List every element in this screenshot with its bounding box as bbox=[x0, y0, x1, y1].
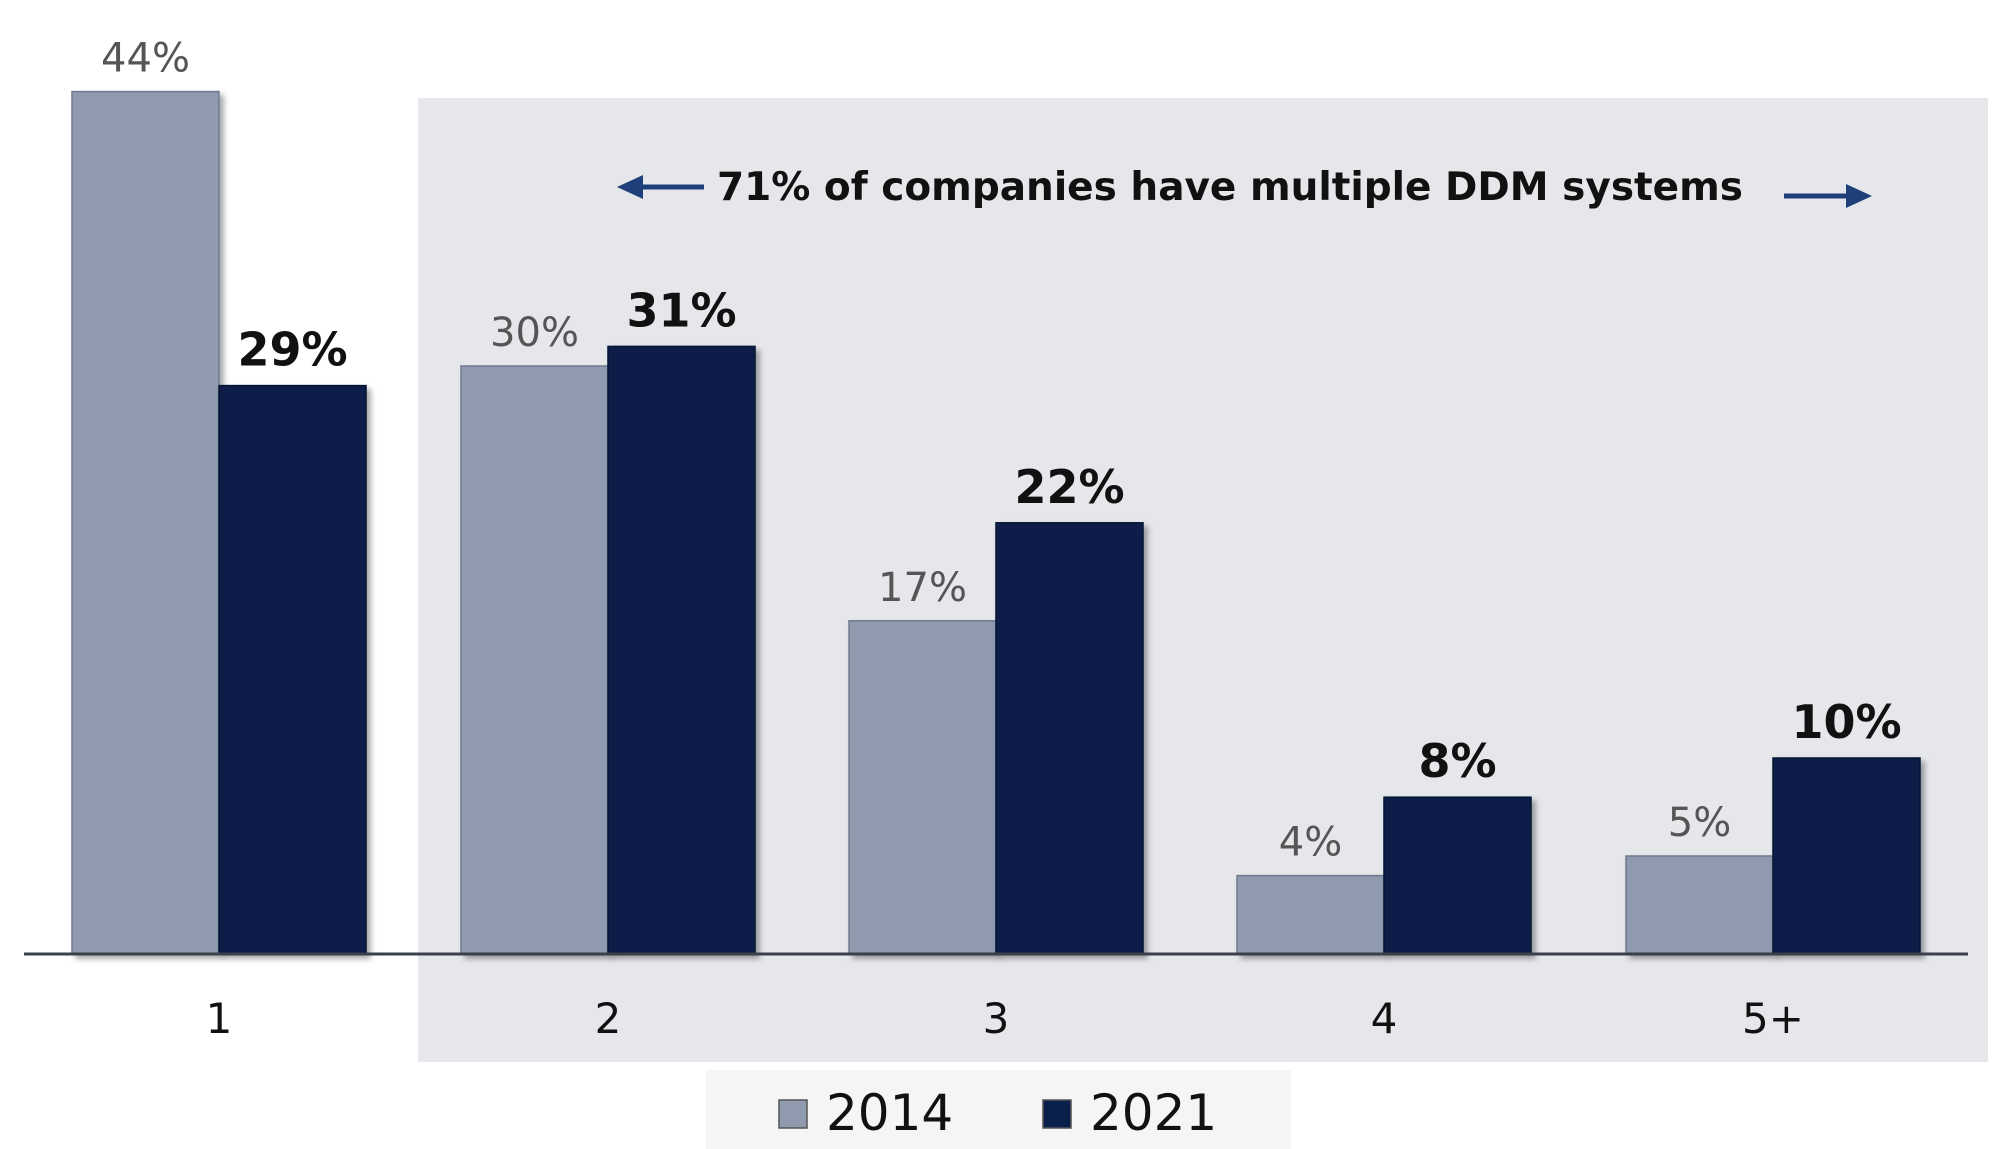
bar-2021-2 bbox=[607, 345, 756, 955]
annotation-text: 71% of companies have multiple DDM syste… bbox=[717, 165, 1743, 210]
legend: 2014 2021 bbox=[706, 1070, 1291, 1149]
x-tick-label-4: 4 bbox=[1371, 994, 1398, 1043]
right-arrow-icon bbox=[1784, 184, 1872, 208]
legend-swatch-2014 bbox=[778, 1099, 808, 1129]
value-label-2021-3: 22% bbox=[1014, 460, 1124, 514]
value-label-2021-2: 31% bbox=[626, 283, 736, 337]
legend-swatch-2021 bbox=[1042, 1099, 1072, 1129]
bar-2021-5+ bbox=[1772, 757, 1921, 955]
value-label-2014-5+: 5% bbox=[1668, 800, 1731, 846]
bar-2021-3 bbox=[995, 522, 1144, 955]
value-label-2021-5+: 10% bbox=[1791, 695, 1901, 749]
legend-label-2021: 2021 bbox=[1090, 1084, 1217, 1142]
value-label-2014-3: 17% bbox=[878, 565, 967, 611]
legend-label-2014: 2014 bbox=[826, 1084, 953, 1142]
value-label-2021-1: 29% bbox=[237, 323, 347, 377]
bar-2021-1 bbox=[218, 384, 367, 955]
x-tick-label-5+: 5+ bbox=[1742, 994, 1804, 1043]
value-labels-group: 44% 29% 30% 31% 17% 22% 4% 8% 5% 10% bbox=[101, 36, 1902, 866]
x-tick-label-1: 1 bbox=[206, 994, 233, 1043]
bar-2014-5+ bbox=[1625, 855, 1774, 955]
value-label-2021-4: 8% bbox=[1418, 734, 1496, 788]
bar-2014-1 bbox=[71, 90, 220, 955]
value-label-2014-1: 44% bbox=[101, 36, 190, 82]
left-arrow-icon bbox=[617, 175, 704, 199]
bars-group bbox=[71, 90, 1921, 955]
value-label-2014-2: 30% bbox=[490, 310, 579, 356]
value-label-2014-4: 4% bbox=[1279, 820, 1342, 866]
x-tick-labels-group: 1 2 3 4 5+ bbox=[206, 994, 1804, 1043]
bar-2014-4 bbox=[1236, 874, 1385, 955]
bar-2014-3 bbox=[848, 620, 997, 955]
annotation: 71% of companies have multiple DDM syste… bbox=[617, 165, 1872, 210]
bar-2014-2 bbox=[460, 365, 609, 955]
x-tick-label-2: 2 bbox=[595, 994, 622, 1043]
x-tick-label-3: 3 bbox=[983, 994, 1010, 1043]
bar-2021-4 bbox=[1383, 796, 1532, 955]
